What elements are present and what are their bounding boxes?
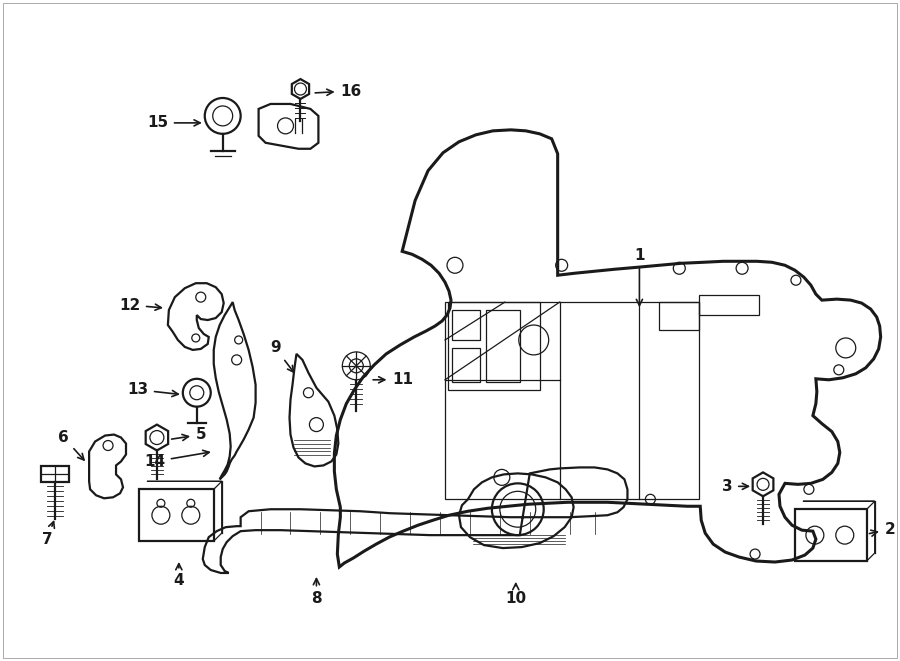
Text: 3: 3 [723,479,749,494]
Text: 13: 13 [128,382,178,397]
Text: 2: 2 [869,522,896,537]
Text: 16: 16 [315,83,362,98]
Text: 9: 9 [270,340,293,372]
Text: 11: 11 [373,372,413,387]
Text: 1: 1 [634,248,644,305]
Text: 6: 6 [58,430,84,460]
Text: 10: 10 [505,584,526,606]
Text: 7: 7 [42,522,54,547]
Text: 4: 4 [174,564,184,588]
Text: 15: 15 [148,116,200,130]
Text: 8: 8 [311,578,321,606]
Text: 12: 12 [120,297,161,313]
Text: 14: 14 [145,450,209,469]
Text: 5: 5 [172,427,206,442]
